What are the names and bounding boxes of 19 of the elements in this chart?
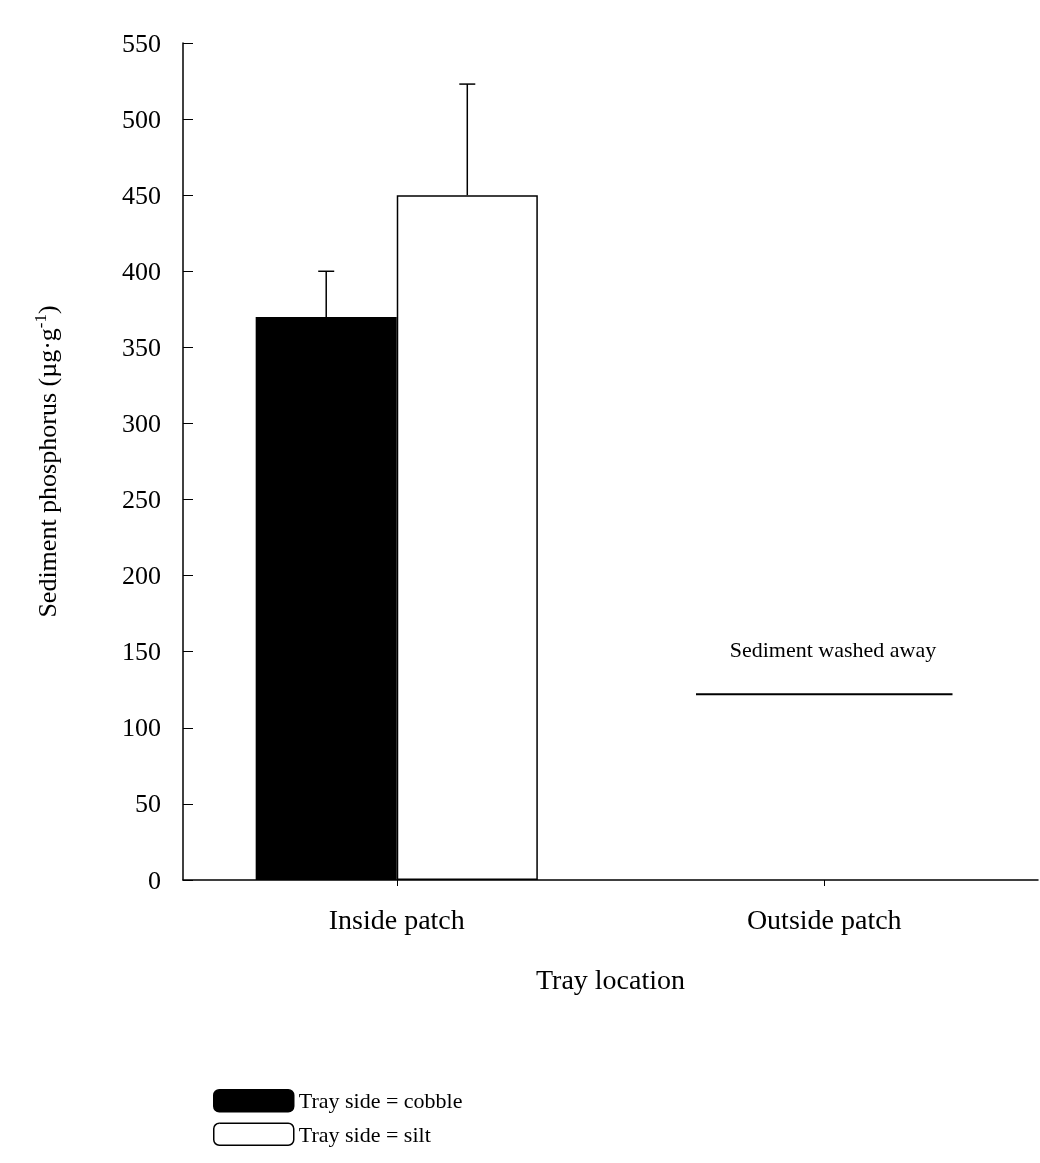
legend-label: Tray side = silt [298, 1121, 431, 1147]
y-tick-label: 50 [135, 789, 161, 819]
y-tick-label: 300 [122, 408, 161, 438]
y-tick-label: 200 [122, 561, 161, 591]
x-axis-title: Tray location [535, 963, 686, 995]
x-tick-label: Inside patch [328, 903, 465, 935]
y-tick-label: 250 [122, 485, 161, 515]
y-axis-title: Sediment phosphorus (µg·g-1) [31, 305, 62, 618]
y-tick-label: 100 [122, 713, 161, 743]
legend-label: Tray side = cobble [298, 1088, 463, 1114]
x-tick-label: Outside patch [746, 903, 902, 935]
y-tick-label: 350 [122, 332, 161, 362]
y-tick-label: 150 [122, 637, 161, 667]
y-tick-label: 400 [122, 256, 161, 286]
y-tick-label: 0 [148, 865, 161, 895]
y-tick-label: 500 [122, 104, 161, 134]
annotation: Sediment washed away [728, 636, 938, 664]
y-tick-label: 450 [122, 180, 161, 210]
y-tick-label: 550 [122, 28, 161, 58]
